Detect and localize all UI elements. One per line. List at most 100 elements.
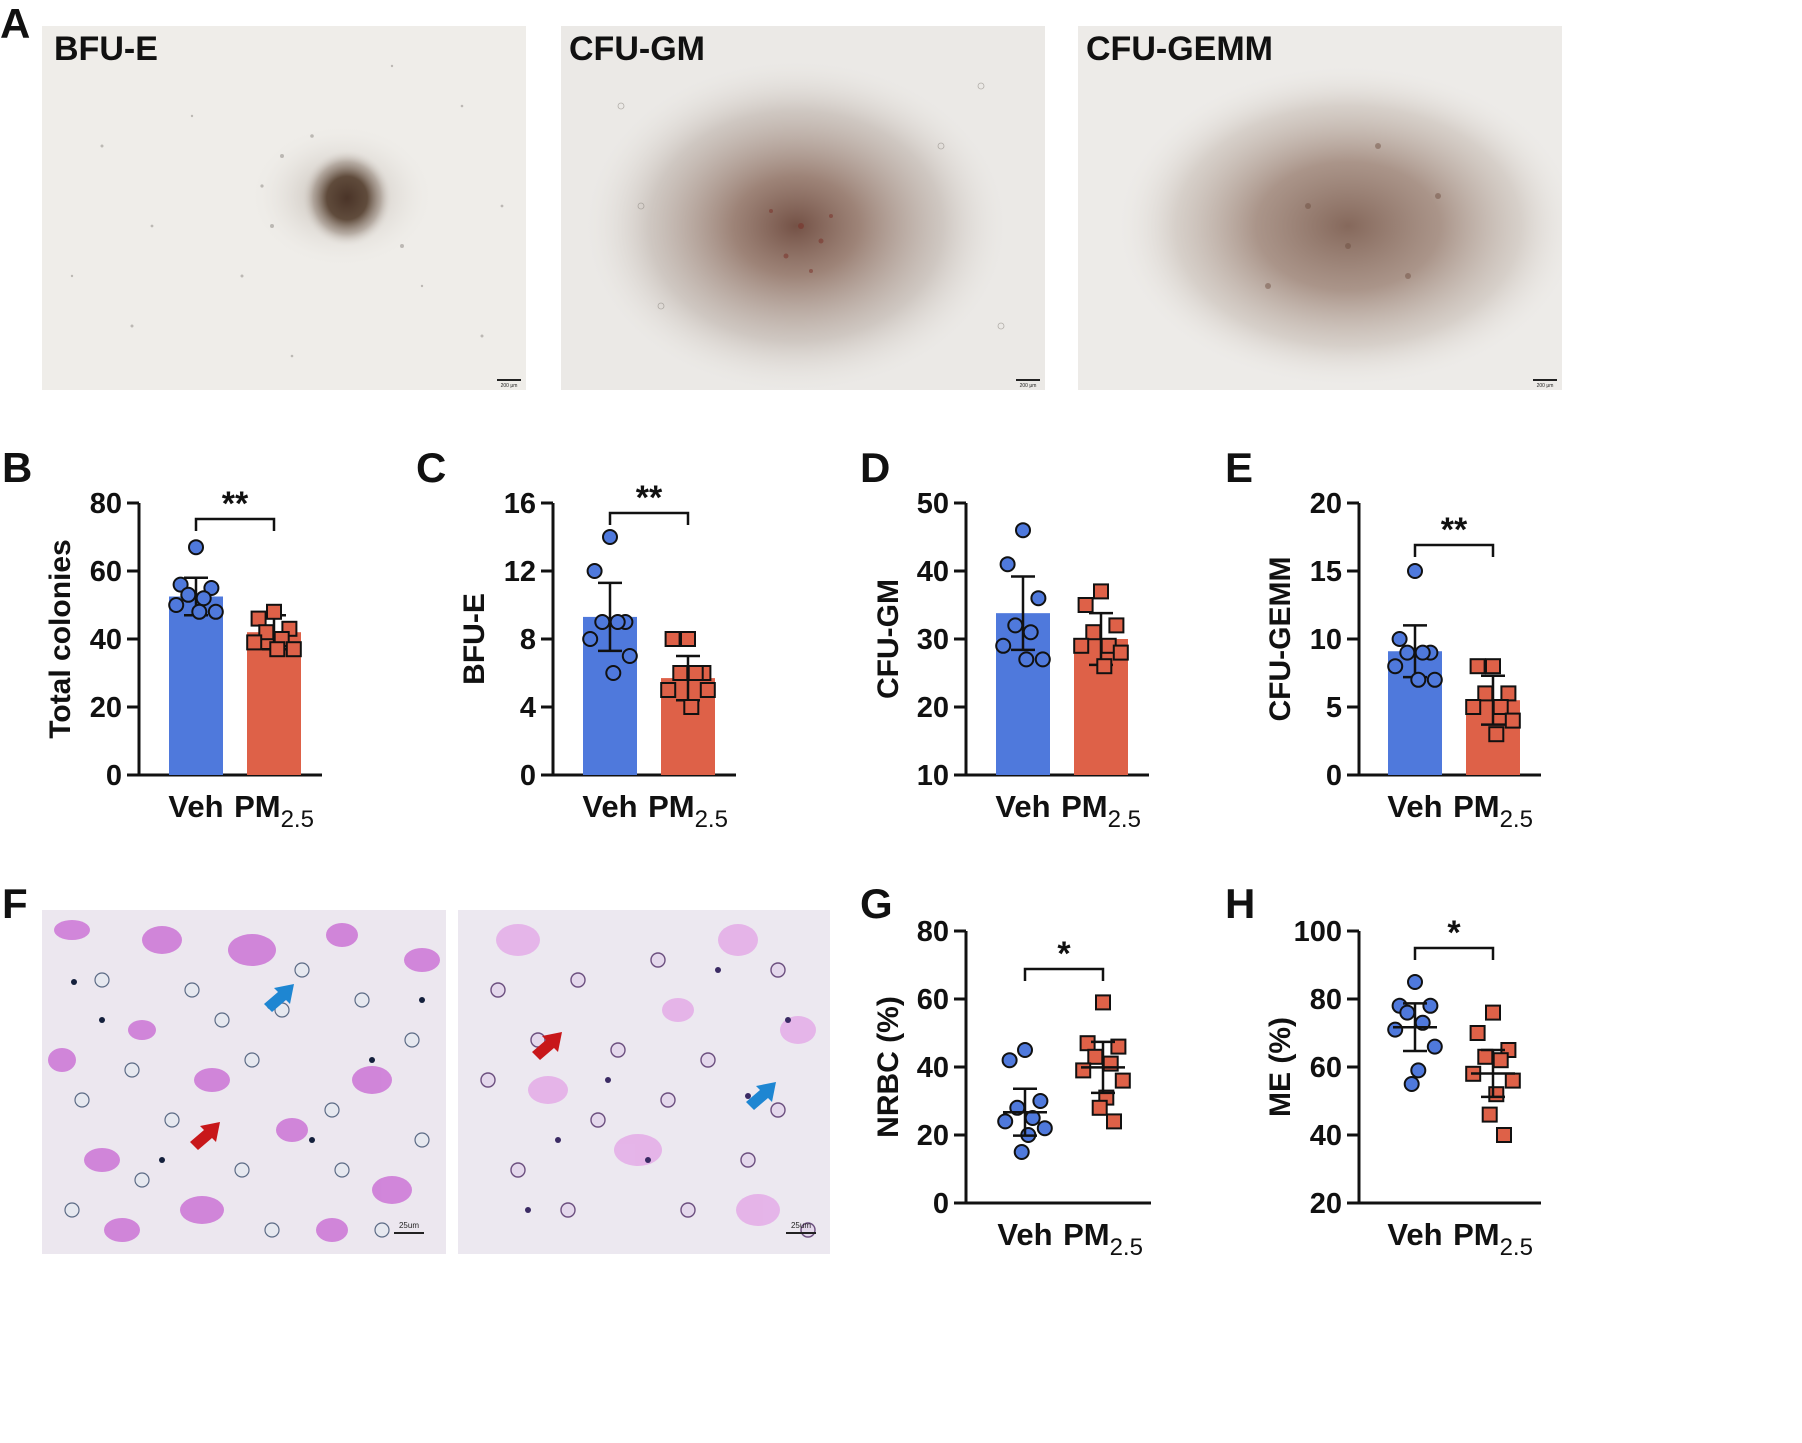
x-category-label: PM2.5 — [1063, 1217, 1143, 1261]
data-point-veh — [1387, 1021, 1404, 1038]
chart-b: 0 20 40 60 80 Total colonies Veh PM2.5 ** — [44, 485, 322, 833]
bar — [169, 596, 223, 775]
x-category-label: Veh — [582, 789, 637, 824]
data-point-veh — [1426, 671, 1443, 688]
data-point-pm25 — [1481, 1106, 1498, 1123]
data-point-pm25 — [683, 699, 700, 715]
chart-h: 20 40 60 80 100 ME (%) Veh PM2.5 * — [1264, 914, 1541, 1261]
y-tick-label: 12 — [504, 556, 536, 588]
data-point-pm25 — [1073, 637, 1090, 654]
rbc-arrow-red — [190, 1122, 220, 1150]
scale-bar-label: 25um — [791, 1221, 811, 1230]
y-tick-label: 0 — [1326, 760, 1342, 792]
data-point-pm25 — [699, 682, 716, 698]
x-category-label: Veh — [1387, 1217, 1442, 1252]
data-point-veh — [594, 614, 611, 630]
data-point-pm25 — [1469, 1025, 1486, 1041]
y-axis-label: ME (%) — [1264, 1017, 1297, 1117]
x-category-label: PM2.5 — [1061, 789, 1141, 833]
data-point-pm25 — [1500, 685, 1517, 702]
data-point-veh — [1015, 522, 1031, 539]
panel-label-b: B — [2, 444, 33, 491]
scale-bar-label: 200 μm — [1537, 383, 1554, 389]
y-axis-label: NRBC (%) — [872, 996, 905, 1138]
y-tick-label: 60 — [917, 984, 949, 1016]
y-axis-label: CFU-GM — [872, 579, 905, 699]
x-category-label: Veh — [1387, 789, 1442, 824]
colony-label-bfu-e: BFU-E — [54, 30, 158, 68]
data-point-veh — [1387, 658, 1404, 675]
data-point-pm25 — [672, 665, 689, 681]
data-point-pm25 — [664, 631, 681, 647]
y-tick-label: 20 — [917, 692, 949, 724]
significance-bracket — [1413, 946, 1495, 960]
data-point-pm25 — [1477, 1048, 1494, 1065]
y-tick-label: 10 — [1310, 624, 1342, 656]
y-tick-label: 80 — [917, 916, 949, 948]
data-point-veh — [207, 603, 224, 620]
y-tick-label: 20 — [1310, 488, 1342, 520]
data-point-veh — [1017, 1042, 1033, 1058]
panel-label-c: C — [416, 444, 447, 491]
panel-label-g: G — [860, 880, 893, 927]
data-point-veh — [195, 590, 212, 607]
significance-bracket — [1023, 967, 1105, 981]
significance-bracket — [1413, 543, 1495, 557]
y-tick-label: 0 — [520, 760, 536, 792]
data-point-pm25 — [1492, 1052, 1509, 1069]
data-point-pm25 — [1077, 597, 1094, 613]
data-point-pm25 — [660, 682, 677, 698]
data-point-veh — [1410, 671, 1427, 688]
data-point-veh — [1022, 624, 1039, 641]
data-point-veh — [602, 529, 618, 545]
x-category-label: PM2.5 — [1453, 1217, 1533, 1261]
significance-label: ** — [222, 485, 249, 523]
colony-image-cfu-gemm: 200 μm CFU-GEMM — [1078, 26, 1562, 390]
data-point-pm25 — [1477, 685, 1494, 702]
data-point-pm25 — [1108, 617, 1125, 634]
data-point-veh — [191, 603, 208, 620]
y-tick-label: 40 — [917, 556, 949, 588]
chart-c: 0 4 8 12 16 BFU-E Veh PM2.5 ** — [458, 479, 736, 833]
nrbc-arrow-blue — [746, 1082, 776, 1110]
data-point-pm25 — [1492, 699, 1509, 715]
data-point-veh — [1399, 1004, 1416, 1021]
panel-label-e: E — [1225, 444, 1254, 491]
data-point-pm25 — [1469, 658, 1486, 675]
data-point-veh — [1007, 617, 1024, 634]
data-point-pm25 — [1096, 658, 1113, 675]
chart-d: 10 20 30 40 50 CFU-GM Veh PM2.5 — [872, 488, 1149, 833]
data-point-pm25 — [1112, 644, 1129, 661]
data-point-veh — [1407, 974, 1423, 990]
data-point-veh — [1030, 590, 1047, 607]
data-point-veh — [1414, 644, 1431, 661]
data-point-veh — [1391, 631, 1408, 647]
smear-image-veh: 25um — [42, 910, 446, 1254]
data-point-veh — [1013, 1144, 1030, 1160]
data-point-pm25 — [266, 603, 282, 620]
data-point-pm25 — [1075, 1062, 1092, 1079]
colony-image-bfu-e: 200 μm BFU-E — [42, 26, 526, 390]
y-tick-label: 10 — [917, 760, 949, 792]
data-point-pm25 — [1079, 1035, 1096, 1052]
y-axis-label: Total colonies — [44, 539, 77, 738]
smear-image-pm25: 25um — [458, 910, 830, 1254]
y-tick-label: 40 — [90, 624, 122, 656]
x-category-label: PM2.5 — [648, 789, 728, 833]
y-tick-label: 20 — [90, 692, 122, 724]
data-point-pm25 — [1106, 1113, 1122, 1130]
data-point-pm25 — [258, 624, 275, 641]
y-tick-label: 0 — [933, 1188, 949, 1220]
y-tick-label: 100 — [1294, 916, 1342, 948]
data-point-veh — [1422, 997, 1439, 1014]
data-point-veh — [1407, 563, 1423, 579]
data-point-pm25 — [1093, 583, 1109, 600]
data-point-veh — [1410, 1062, 1427, 1079]
data-point-pm25 — [1087, 1048, 1104, 1065]
y-tick-label: 50 — [917, 488, 949, 520]
scale-bar-label: 200 μm — [1020, 383, 1037, 389]
x-category-label: Veh — [997, 1217, 1052, 1252]
data-point-pm25 — [285, 641, 302, 658]
nrbc-arrow-blue — [264, 984, 294, 1012]
x-category-label: Veh — [168, 789, 223, 824]
